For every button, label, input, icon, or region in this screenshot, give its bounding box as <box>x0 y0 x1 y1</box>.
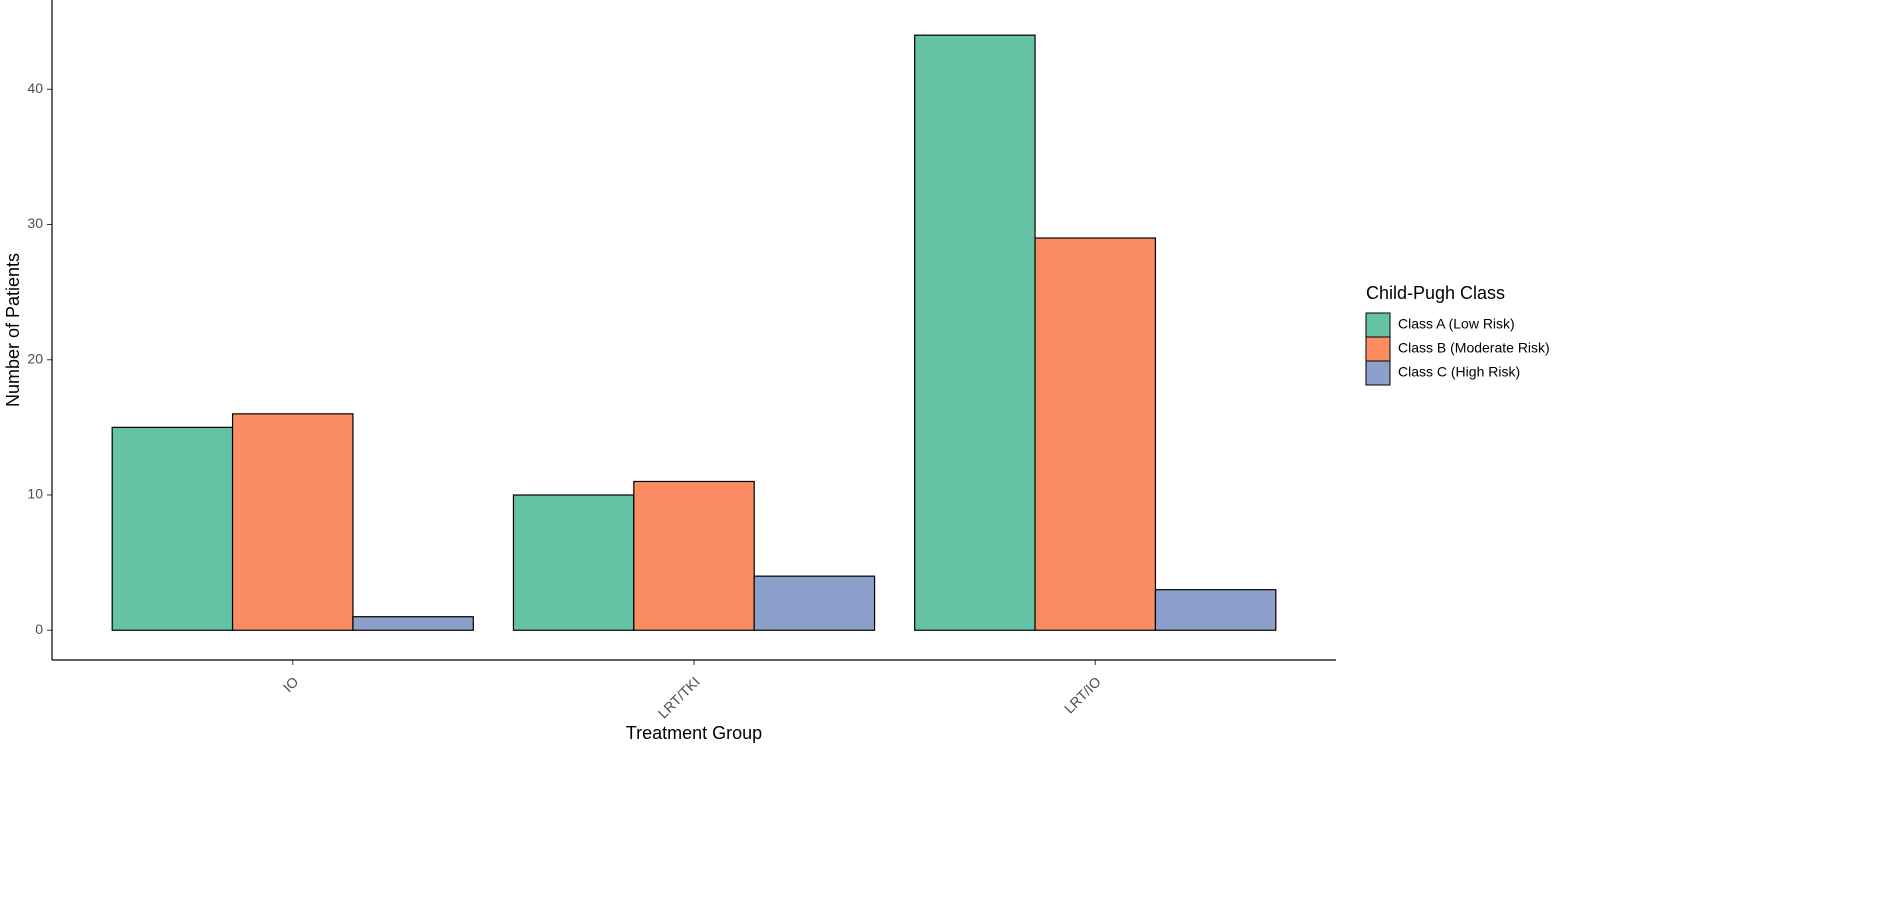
x-tick-label: IO <box>280 673 302 695</box>
bar <box>753 575 876 631</box>
legend-title: Child-Pugh Class <box>1366 283 1505 303</box>
legend-key <box>1365 336 1391 362</box>
legend-label: Class C (High Risk) <box>1398 364 1520 380</box>
y-tick-label: 20 <box>27 350 43 366</box>
bar <box>231 413 354 631</box>
bar <box>352 616 474 631</box>
x-axis-title: Treatment Group <box>626 723 762 743</box>
bar <box>111 426 234 631</box>
y-tick-label: 10 <box>27 486 43 502</box>
x-tick-label: LRT/TKI <box>655 673 703 721</box>
y-tick-label: 40 <box>27 80 43 96</box>
legend-label: Class B (Moderate Risk) <box>1398 340 1550 356</box>
bar <box>512 494 635 631</box>
bar <box>1034 237 1157 631</box>
y-tick-label: 30 <box>27 215 43 231</box>
bar <box>1154 589 1277 631</box>
bar <box>633 480 755 631</box>
legend-key <box>1365 360 1391 386</box>
y-axis-title: Number of Patients <box>3 253 23 407</box>
bar <box>914 34 1036 631</box>
legend-key <box>1365 312 1391 338</box>
legend-label: Class A (Low Risk) <box>1398 316 1515 332</box>
x-tick-label: LRT/IO <box>1061 673 1104 716</box>
y-tick-label: 0 <box>35 621 43 637</box>
